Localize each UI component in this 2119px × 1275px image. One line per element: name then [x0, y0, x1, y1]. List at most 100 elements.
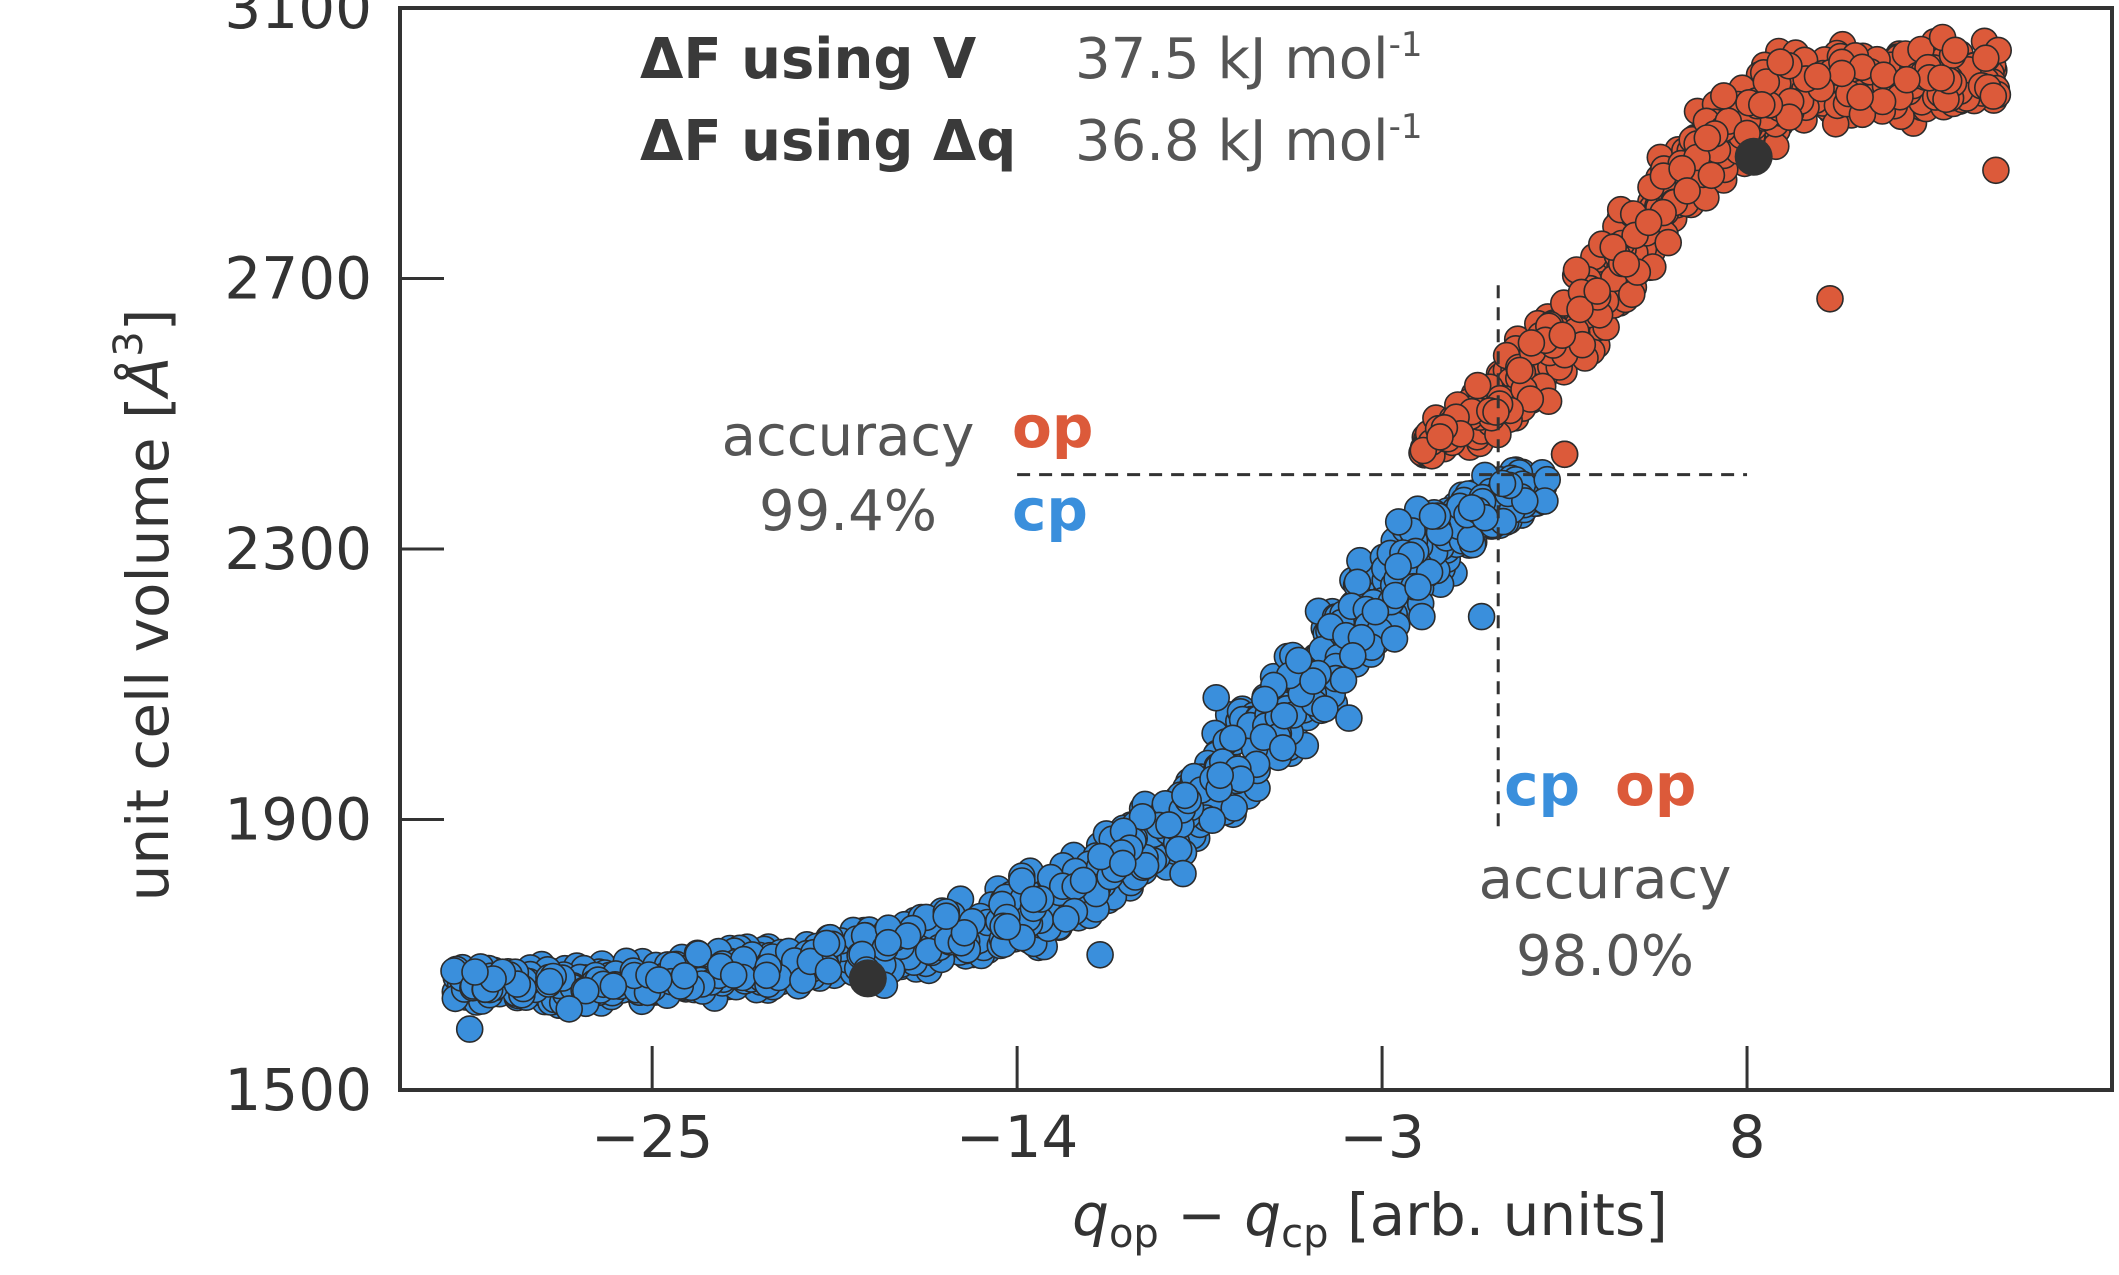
- cp-point: [1206, 761, 1234, 790]
- minima-layer: [848, 137, 1773, 998]
- op-point: [1482, 398, 1510, 426]
- cp-point: [455, 1015, 484, 1043]
- cp-point: [1219, 724, 1247, 753]
- cp-point: [1488, 469, 1517, 498]
- cp-point: [1404, 573, 1432, 601]
- df-v-value: 37.5 kJ mol-1: [1075, 25, 1423, 92]
- cp-point: [993, 912, 1022, 941]
- op-point: [1673, 177, 1701, 205]
- cp-point: [670, 961, 699, 990]
- accuracy-h-label: accuracy: [722, 404, 975, 469]
- cp-point: [1467, 602, 1496, 631]
- op-point: [1697, 161, 1726, 190]
- op-point: [1612, 250, 1640, 278]
- df-q-value: 36.8 kJ mol-1: [1075, 107, 1423, 174]
- x-tick-label: 8: [1729, 1103, 1766, 1171]
- op-point: [1506, 356, 1534, 385]
- cp-point: [1086, 940, 1114, 969]
- x-tick-label: −3: [1339, 1103, 1425, 1171]
- cp-point: [1311, 695, 1339, 723]
- op-point: [1517, 329, 1546, 357]
- cp-point: [1169, 859, 1197, 888]
- cp-point: [1270, 701, 1298, 730]
- cp-point: [1155, 811, 1183, 839]
- op-point: [1654, 228, 1682, 257]
- cp-point: [684, 940, 713, 968]
- cp-point: [932, 902, 961, 931]
- cp-point: [461, 958, 489, 986]
- y-tick-label: 2300: [224, 515, 372, 583]
- op-point: [1766, 48, 1794, 76]
- cp-point: [1164, 835, 1193, 864]
- y-axis-label: unit cell volume [Å3]: [106, 309, 182, 902]
- cp-point: [1384, 508, 1413, 536]
- op-point: [1775, 103, 1804, 131]
- op-point: [1982, 156, 2010, 185]
- cp-point: [1251, 685, 1279, 714]
- op-point: [1846, 83, 1874, 111]
- y-tick-label: 1900: [224, 786, 372, 854]
- cp-point: [950, 918, 979, 947]
- cp-point: [599, 972, 628, 1000]
- x-tick-label: −25: [591, 1103, 713, 1171]
- cp-point: [1339, 641, 1367, 670]
- op-point: [1550, 440, 1579, 469]
- cp-point: [1335, 704, 1363, 732]
- free-energy-minimum: [848, 959, 887, 998]
- cp-point: [1408, 602, 1436, 631]
- cp-point: [1198, 806, 1226, 835]
- op-point: [1868, 87, 1897, 116]
- cp-point: [1128, 802, 1157, 831]
- accuracy-v-op: op: [1615, 751, 1696, 819]
- cp-point: [1329, 666, 1358, 694]
- cp-point: [1019, 885, 1048, 914]
- op-point: [1463, 371, 1492, 400]
- op-point: [1710, 82, 1738, 110]
- accuracy-h-op: op: [1012, 393, 1093, 461]
- accuracy-h-value: 99.4%: [759, 479, 937, 544]
- op-point: [1869, 61, 1898, 89]
- op-point: [1979, 82, 2008, 110]
- op-point: [1941, 36, 1970, 65]
- cp-point: [1052, 905, 1080, 933]
- cp-point: [719, 961, 748, 989]
- cp-point: [752, 961, 781, 990]
- cp-point: [1284, 646, 1313, 675]
- y-tick-label: 1500: [224, 1056, 372, 1124]
- cp-point: [644, 966, 673, 994]
- cp-point: [571, 976, 600, 1005]
- cp-point: [874, 928, 902, 957]
- op-point: [1748, 91, 1776, 119]
- accuracy-v-cp: cp: [1504, 751, 1580, 819]
- cp-point: [1418, 502, 1447, 531]
- accuracy-v-label: accuracy: [1479, 847, 1732, 912]
- cp-point: [1069, 866, 1098, 895]
- cp-point: [1269, 734, 1297, 762]
- ticks-layer: −25 −14 −3 8 1500 1900 2300 2700 3100: [224, 0, 1765, 1171]
- x-tick-label: −14: [956, 1103, 1078, 1171]
- op-point: [1566, 295, 1594, 324]
- df-v-label: ΔF using V: [640, 27, 977, 92]
- op-point: [1548, 321, 1577, 350]
- op-point: [1927, 64, 1955, 92]
- y-tick-label: 2700: [224, 245, 372, 313]
- cp-point: [1384, 552, 1412, 581]
- accuracy-h-cp: cp: [1012, 476, 1088, 544]
- cp-point: [812, 929, 841, 958]
- op-point: [1893, 65, 1921, 94]
- cp-point: [1361, 597, 1390, 626]
- cp-point: [1380, 625, 1409, 653]
- op-point: [1816, 284, 1844, 313]
- cp-point: [535, 967, 564, 996]
- op-point: [1972, 44, 2000, 73]
- cp-point: [1202, 683, 1230, 712]
- y-tick-label: 3100: [224, 0, 372, 42]
- op-point: [1693, 124, 1722, 152]
- cp-point: [1220, 794, 1248, 822]
- cp-point: [1457, 493, 1486, 522]
- cp-point: [1109, 849, 1137, 878]
- x-axis-label: qop − qcp [arb. units]: [1072, 1181, 1668, 1257]
- op-point: [1803, 62, 1832, 90]
